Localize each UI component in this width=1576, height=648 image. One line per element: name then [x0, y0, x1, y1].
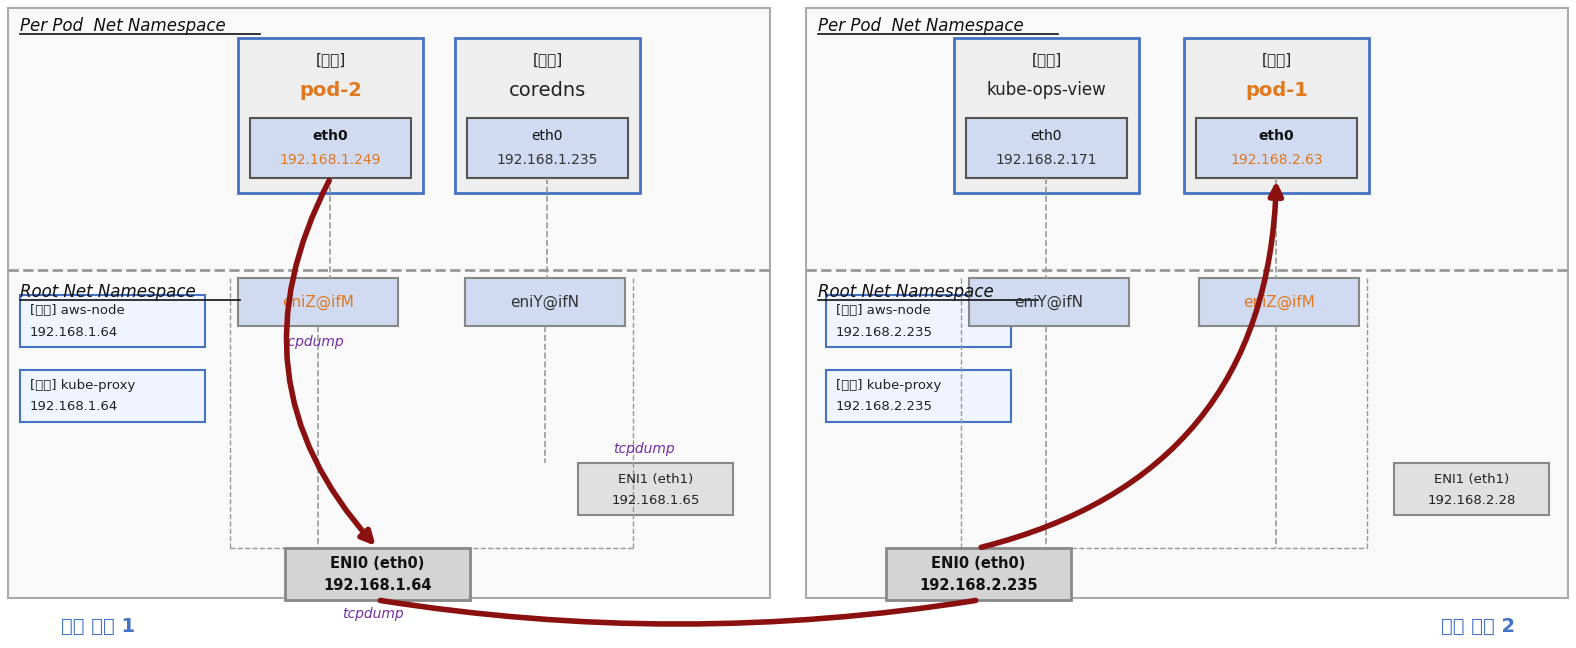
Text: eniY@ifN: eniY@ifN: [511, 294, 580, 310]
Bar: [251, 118, 411, 178]
Text: 192.168.1.65: 192.168.1.65: [611, 494, 700, 507]
Text: 192.168.2.235: 192.168.2.235: [835, 400, 933, 413]
Text: eniZ@ifM: eniZ@ifM: [1243, 294, 1314, 310]
Text: 192.168.1.64: 192.168.1.64: [30, 325, 118, 338]
Text: eth0: eth0: [1031, 129, 1062, 143]
Text: ENI1 (eth1): ENI1 (eth1): [618, 472, 693, 485]
Text: tcpdump: tcpdump: [342, 607, 403, 621]
Text: 192.168.2.28: 192.168.2.28: [1428, 494, 1516, 507]
Text: [파드] aws-node: [파드] aws-node: [30, 305, 125, 318]
Text: Per Pod  Net Namespace: Per Pod Net Namespace: [818, 17, 1024, 35]
Text: tcpdump: tcpdump: [282, 335, 344, 349]
Bar: [953, 38, 1139, 193]
Bar: [238, 38, 422, 193]
Text: ENI1 (eth1): ENI1 (eth1): [1434, 472, 1510, 485]
Text: 192.168.2.235: 192.168.2.235: [835, 325, 933, 338]
Text: pod-2: pod-2: [299, 80, 362, 100]
Text: 192.168.1.249: 192.168.1.249: [281, 153, 381, 167]
Bar: [20, 370, 205, 422]
Text: Root Net Namespace: Root Net Namespace: [818, 283, 994, 301]
Text: 워커 노드 1: 워커 노드 1: [61, 616, 136, 636]
FancyArrowPatch shape: [287, 180, 372, 541]
FancyArrowPatch shape: [982, 187, 1281, 548]
Bar: [238, 278, 399, 326]
Text: 192.168.1.64: 192.168.1.64: [323, 579, 432, 594]
Text: eniY@ifN: eniY@ifN: [1015, 294, 1083, 310]
Bar: [1196, 118, 1357, 178]
Bar: [455, 38, 640, 193]
Bar: [465, 278, 626, 326]
Bar: [969, 278, 1128, 326]
Bar: [1395, 463, 1549, 515]
Bar: [966, 118, 1127, 178]
Text: pod-1: pod-1: [1245, 80, 1308, 100]
Bar: [20, 295, 205, 347]
Bar: [826, 370, 1010, 422]
Text: 192.168.1.235: 192.168.1.235: [496, 153, 599, 167]
Text: eth0: eth0: [312, 129, 348, 143]
Text: eth0: eth0: [531, 129, 563, 143]
Bar: [578, 463, 733, 515]
Bar: [826, 295, 1010, 347]
FancyArrowPatch shape: [380, 601, 976, 624]
Text: 192.168.1.64: 192.168.1.64: [30, 400, 118, 413]
Text: [파드]: [파드]: [1031, 52, 1062, 67]
Text: eniZ@ifM: eniZ@ifM: [282, 294, 355, 310]
Bar: [805, 8, 1568, 598]
Text: coredns: coredns: [509, 80, 586, 100]
Text: tcpdump: tcpdump: [613, 442, 675, 456]
Bar: [8, 8, 771, 598]
Text: [파드]: [파드]: [533, 52, 563, 67]
Bar: [466, 118, 627, 178]
Text: Root Net Namespace: Root Net Namespace: [20, 283, 195, 301]
Bar: [285, 548, 470, 600]
Text: [파드] aws-node: [파드] aws-node: [835, 305, 931, 318]
Text: [파드] kube-proxy: [파드] kube-proxy: [30, 380, 136, 393]
Bar: [1199, 278, 1359, 326]
Text: [파드]: [파드]: [1261, 52, 1292, 67]
Text: ENI0 (eth0): ENI0 (eth0): [331, 557, 424, 572]
Text: Per Pod  Net Namespace: Per Pod Net Namespace: [20, 17, 225, 35]
Bar: [1184, 38, 1370, 193]
Bar: [886, 548, 1072, 600]
Text: [파드] kube-proxy: [파드] kube-proxy: [835, 380, 941, 393]
Text: 192.168.2.63: 192.168.2.63: [1231, 153, 1322, 167]
Text: eth0: eth0: [1259, 129, 1294, 143]
Text: 192.168.2.235: 192.168.2.235: [919, 579, 1039, 594]
Text: ENI0 (eth0): ENI0 (eth0): [931, 557, 1026, 572]
Text: 192.168.2.171: 192.168.2.171: [996, 153, 1097, 167]
Text: 워커 노드 2: 워커 노드 2: [1440, 616, 1515, 636]
Text: [파드]: [파드]: [315, 52, 345, 67]
Text: kube-ops-view: kube-ops-view: [987, 81, 1106, 99]
